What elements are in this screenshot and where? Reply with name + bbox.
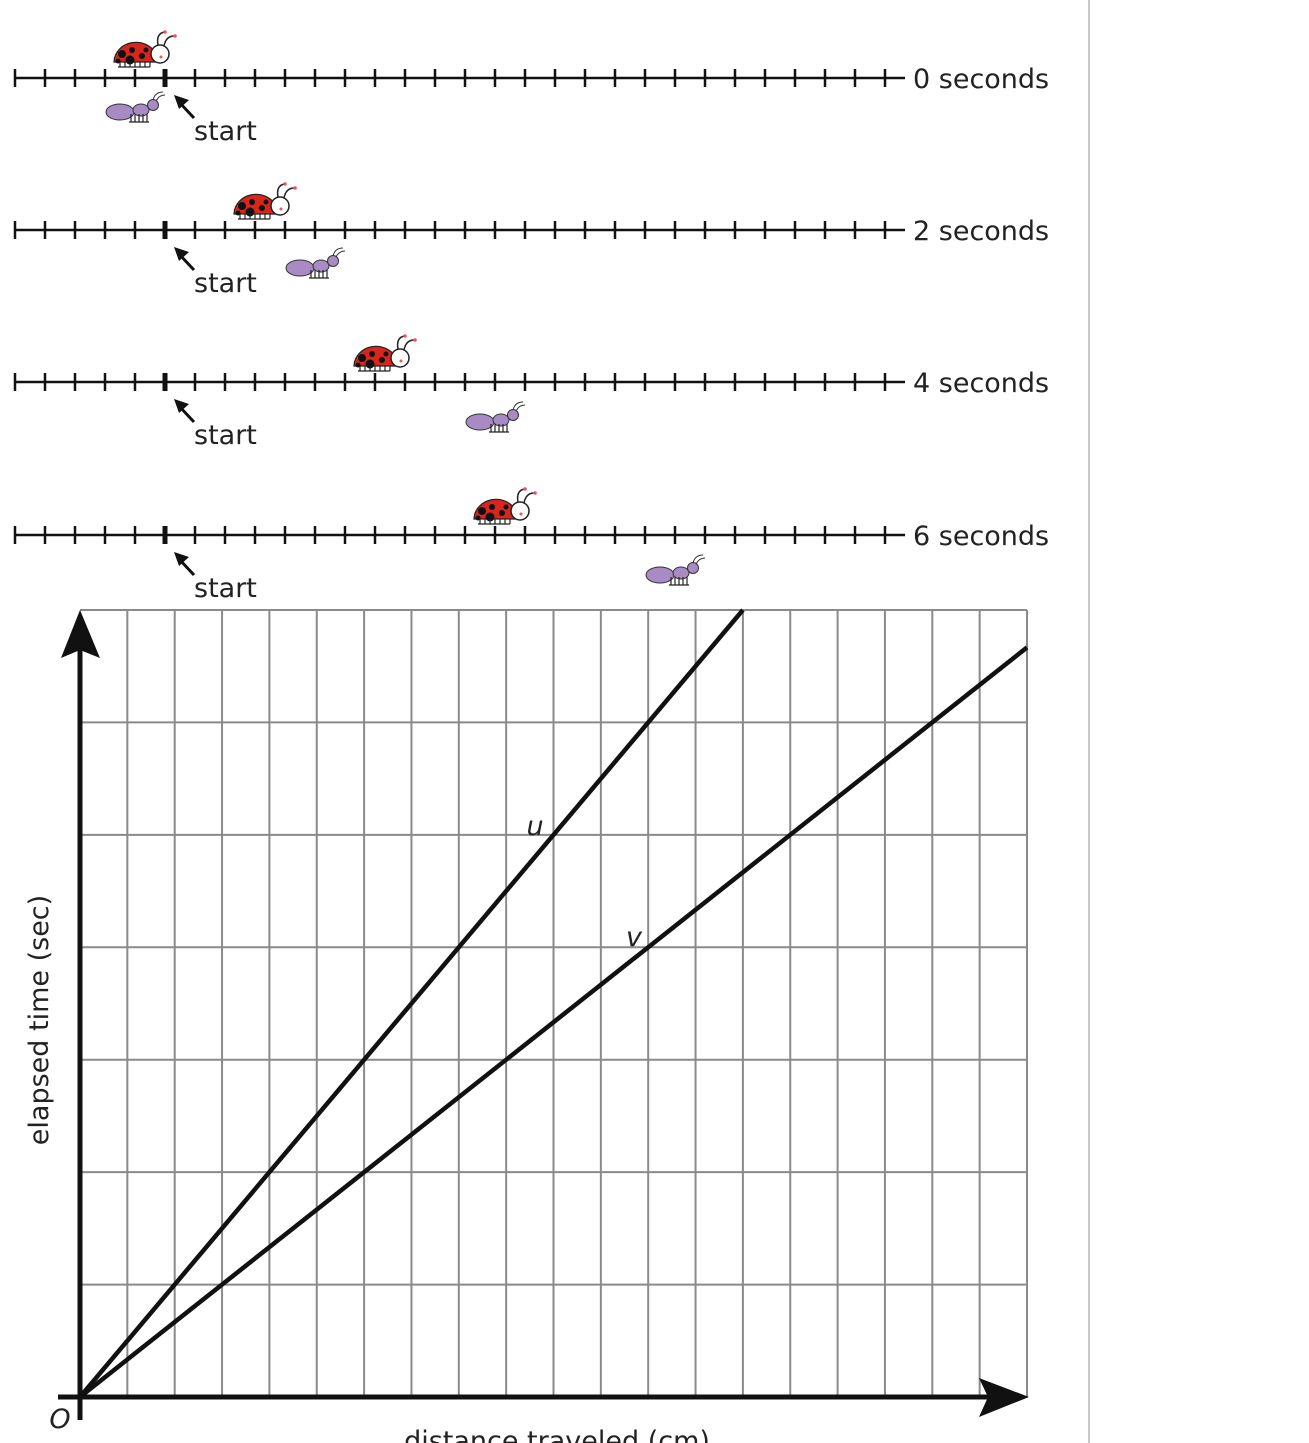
y-axis-arrow-icon <box>61 610 100 658</box>
number-line: 4 seconds start <box>13 334 1049 451</box>
number-line: 6 seconds start <box>13 487 1049 604</box>
start-label: start <box>194 573 257 604</box>
page-divider <box>1088 0 1090 1443</box>
ladybug-icon <box>353 334 417 372</box>
time-label: 2 seconds <box>913 216 1049 247</box>
start-arrowhead-icon <box>174 247 189 261</box>
number-lines: 0 seconds start 2 seconds start 4 seconds sta… <box>13 30 1049 604</box>
ladybug-icon <box>113 30 177 68</box>
time-label: 4 seconds <box>913 368 1049 399</box>
start-arrowhead-icon <box>174 95 189 109</box>
x-axis-label: distance traveled (cm) <box>404 1426 710 1443</box>
ant-icon <box>465 401 526 433</box>
ant-icon <box>285 247 346 279</box>
start-arrowhead-icon <box>174 399 189 413</box>
grid <box>80 609 1028 1397</box>
series-line-u <box>78 608 745 1399</box>
number-line: 0 seconds start <box>13 30 1049 147</box>
start-label: start <box>194 420 257 451</box>
series-label-u: u <box>526 811 543 842</box>
start-label: start <box>194 116 257 147</box>
start-arrowhead-icon <box>174 552 189 566</box>
series-lines <box>78 608 1029 1399</box>
x-axis-arrow-icon <box>979 1378 1029 1417</box>
ladybug-icon <box>473 487 537 525</box>
origin-label: O <box>49 1404 70 1435</box>
number-line: 2 seconds start <box>13 182 1049 299</box>
series-label-v: v <box>626 922 643 953</box>
time-label: 0 seconds <box>913 64 1049 95</box>
start-label: start <box>194 268 257 299</box>
y-axis-label: elapsed time (sec) <box>24 895 55 1145</box>
series-line-v <box>78 645 1029 1399</box>
time-label: 6 seconds <box>913 521 1049 552</box>
ant-icon <box>645 554 706 586</box>
ladybug-icon <box>233 182 297 220</box>
ant-icon <box>105 91 166 123</box>
